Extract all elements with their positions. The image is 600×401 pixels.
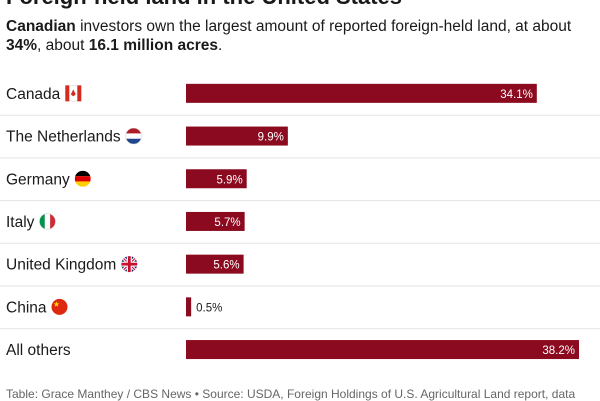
china-flag-icon	[51, 298, 68, 315]
subtitle-text-2: , about	[37, 37, 89, 54]
category-label: United Kingdom	[6, 257, 116, 274]
category-label: Canada	[6, 86, 61, 103]
subtitle-bold-acres: 16.1 million acres	[88, 37, 218, 54]
bar-row: All others 38.2%	[6, 340, 579, 360]
bar-row: Germany 5.9%	[0, 169, 600, 202]
subtitle-bold-country: Canadian	[6, 18, 76, 35]
bar-row: Canada 34.1%	[0, 83, 600, 116]
bar-row: The Netherlands 9.9%	[0, 126, 600, 159]
bar	[186, 297, 192, 317]
category-label: All others	[6, 342, 71, 359]
bar	[186, 83, 537, 103]
category-label: China	[6, 299, 47, 316]
category-label: Italy	[6, 214, 35, 231]
bar	[186, 340, 579, 360]
chart-subtitle: Canadian investors own the largest amoun…	[6, 17, 594, 55]
bar-row: United Kingdom 5.6%	[0, 254, 600, 287]
canada-flag-icon	[65, 85, 82, 102]
value-label: 5.6%	[213, 260, 239, 272]
bar	[186, 169, 247, 189]
subtitle-text-3: .	[218, 37, 223, 54]
bar	[186, 126, 288, 146]
netherlands-flag-icon	[125, 127, 142, 145]
source-note: Table: Grace Manthey / CBS News • Source…	[6, 387, 576, 401]
value-label: 0.5%	[196, 302, 222, 314]
bar-row: Italy 5.7%	[0, 211, 600, 244]
bar-row: China 0.5%	[0, 297, 600, 330]
subtitle-bold-percent: 34%	[6, 37, 38, 54]
bar-chart: Canada 34.1% The Netherlands 9.9% Germany 5.9…	[0, 83, 600, 360]
germany-flag-icon	[74, 170, 91, 187]
value-label: 5.7%	[214, 217, 240, 229]
category-label: Germany	[6, 171, 70, 188]
chart-title: Foreign-held land in the United States	[6, 0, 402, 9]
value-label: 9.9%	[258, 132, 284, 144]
value-label: 5.9%	[216, 174, 242, 186]
value-label: 34.1%	[500, 89, 533, 101]
subtitle-text-1: investors own the largest amount of repo…	[75, 18, 572, 35]
bar	[186, 254, 244, 274]
value-label: 38.2%	[542, 345, 575, 357]
united-kingdom-flag-icon	[121, 256, 138, 273]
italy-flag-icon	[39, 213, 56, 230]
category-label: The Netherlands	[6, 129, 121, 146]
bar	[186, 211, 245, 231]
